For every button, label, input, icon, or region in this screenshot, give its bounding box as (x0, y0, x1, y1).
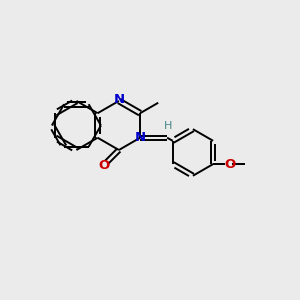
Text: H: H (164, 121, 172, 131)
Text: N: N (113, 93, 124, 106)
Text: N: N (135, 131, 146, 144)
Text: O: O (224, 158, 236, 171)
Text: O: O (98, 159, 109, 172)
